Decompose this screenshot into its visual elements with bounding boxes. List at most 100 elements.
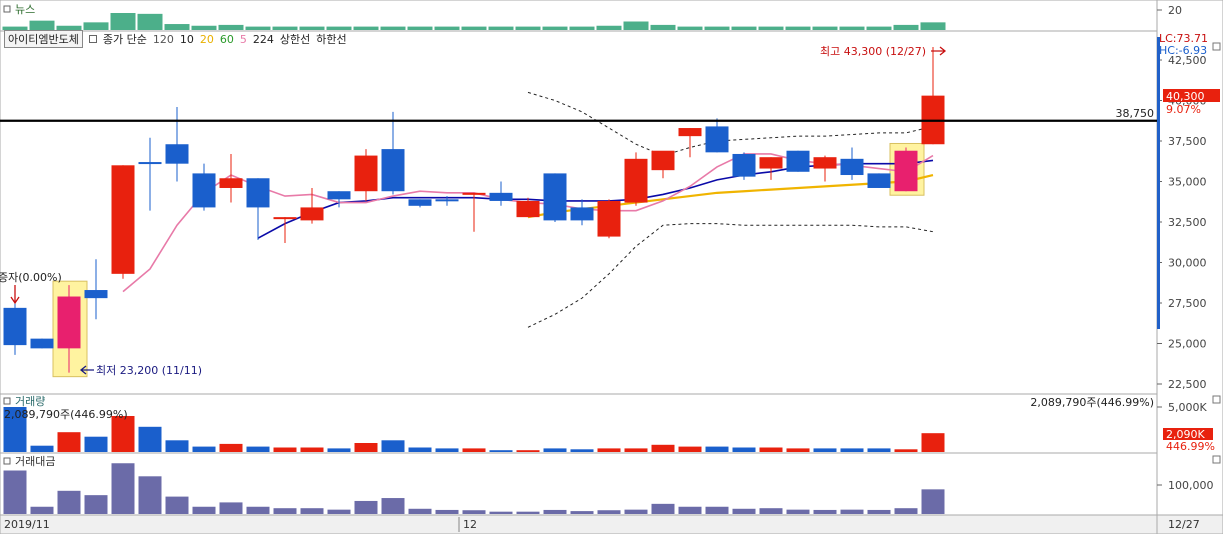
amount-panel-icon[interactable] (3, 457, 11, 465)
news-bar (380, 26, 406, 30)
volume-bar (516, 450, 540, 452)
volume-bar (3, 407, 27, 452)
news-bar (515, 26, 541, 30)
candle-body (813, 157, 837, 169)
candle-body (246, 178, 270, 208)
amount-panel-settings-icon[interactable] (1212, 455, 1221, 464)
amount-bar (651, 503, 675, 514)
candle-body (3, 307, 27, 346)
amount-bar (597, 510, 621, 514)
volume-bar (192, 446, 216, 452)
volume-bar (759, 447, 783, 452)
candle-body (462, 192, 486, 195)
volume-badge-value: 2,090K (1166, 428, 1205, 441)
news-bar (56, 25, 82, 30)
amount-bar (57, 490, 81, 514)
volume-bar (570, 449, 594, 452)
news-panel-label: 뉴스 (15, 3, 35, 16)
volume-bar (894, 449, 918, 452)
ma-settings-icon[interactable] (88, 35, 97, 43)
volume-bar (273, 447, 297, 452)
news-ytick-label: 20 (1168, 4, 1182, 17)
volume-bar (327, 448, 351, 452)
news-bar (434, 26, 460, 30)
news-bar (272, 26, 298, 30)
amount-bar (3, 470, 27, 514)
volume-bar (30, 445, 54, 452)
news-bar (920, 22, 946, 30)
amount-bar (111, 463, 135, 514)
news-bar (83, 22, 109, 30)
ma-120[interactable]: 120 (152, 32, 174, 46)
news-bar (353, 26, 379, 30)
lc-value: LC:73.71 (1159, 32, 1208, 45)
volume-bar (840, 448, 864, 452)
amount-bar (300, 508, 324, 514)
x-axis-mid: 12 (463, 518, 477, 531)
volume-bar (354, 443, 378, 452)
candle-body (57, 296, 81, 349)
candle-body (408, 199, 432, 206)
price-panel-settings-icon[interactable] (1212, 42, 1221, 51)
x-axis-bar (0, 514, 1158, 534)
candle-body (219, 178, 243, 188)
amount-bar (138, 476, 162, 514)
amount-bar (840, 509, 864, 514)
amount-bar (489, 511, 513, 514)
amount-bar (84, 495, 108, 514)
volume-bar (786, 448, 810, 452)
volume-bar (651, 444, 675, 452)
news-bar (110, 13, 136, 30)
price-ytick-label: 25,000 (1168, 338, 1207, 351)
amount-bar (894, 508, 918, 514)
news-bar (839, 26, 865, 30)
price-ytick-label: 32,500 (1168, 216, 1207, 229)
volume-panel-settings-icon[interactable] (1212, 395, 1221, 404)
ma-10[interactable]: 10 (179, 32, 194, 46)
amount-bars (3, 463, 945, 514)
news-bar (29, 20, 55, 30)
candle-body (867, 173, 891, 188)
amount-bar (543, 509, 567, 514)
volume-bar (381, 440, 405, 452)
news-bar (866, 26, 892, 30)
news-bar (299, 26, 325, 30)
volume-bar (543, 448, 567, 452)
news-bar (542, 26, 568, 30)
stock-name[interactable]: 아이티엠반도체 (4, 30, 83, 48)
ma-60[interactable]: 60 (219, 32, 234, 46)
resistance-value: 38,750 (1116, 107, 1155, 120)
ma-prefix: 종가 단순 (102, 33, 147, 46)
amount-bar (867, 509, 891, 514)
candle-body (543, 173, 567, 221)
amount-bar (786, 509, 810, 514)
volume-ytick-label: 5,000K (1168, 401, 1207, 414)
ma-224[interactable]: 224 (252, 32, 274, 46)
candle-body (165, 144, 189, 164)
news-bar (704, 26, 730, 30)
volume-bar (867, 448, 891, 452)
lower-limit-toggle[interactable]: 하한선 (316, 33, 347, 46)
candle-body (138, 162, 162, 165)
volume-bar (732, 447, 756, 452)
upper-limit-toggle[interactable]: 상한선 (279, 33, 311, 46)
amount-bar (381, 498, 405, 514)
volume-bar (489, 450, 513, 452)
news-panel-icon[interactable] (3, 5, 11, 13)
price-ytick-label: 22,500 (1168, 378, 1207, 391)
volume-panel-icon[interactable] (3, 397, 11, 405)
candle-body (30, 338, 54, 349)
ma-20[interactable]: 20 (199, 32, 214, 46)
volume-bar (138, 426, 162, 452)
ma20-line (527, 173, 934, 219)
candle-body (273, 217, 297, 220)
price-ytick-label: 37,500 (1168, 135, 1207, 148)
volume-bar (921, 433, 945, 452)
volume-bar (165, 440, 189, 452)
news-bar (785, 26, 811, 30)
lc-hc-range-bar (1157, 37, 1160, 329)
ma-5[interactable]: 5 (239, 32, 247, 46)
news-bar (461, 26, 487, 30)
candle-body (84, 290, 108, 299)
amount-bar (921, 489, 945, 514)
